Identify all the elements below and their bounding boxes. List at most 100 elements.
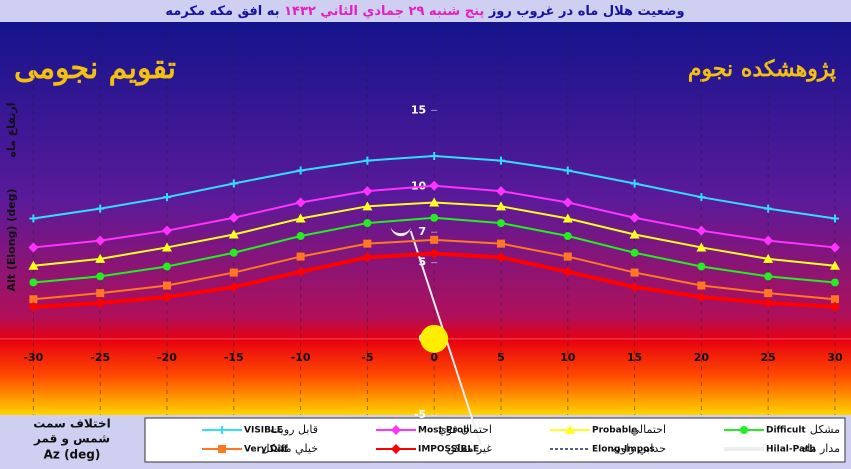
marker: [95, 253, 106, 263]
marker: [229, 248, 238, 257]
marker: [496, 156, 505, 165]
marker: [630, 179, 639, 188]
marker: [763, 235, 774, 246]
y-tick-label: 7: [419, 225, 427, 238]
marker: [830, 295, 839, 304]
marker: [29, 214, 38, 223]
marker: [296, 232, 305, 241]
marker: [697, 281, 706, 290]
marker: [563, 232, 572, 241]
marker: [362, 252, 373, 263]
marker: [430, 213, 439, 222]
marker: [495, 252, 506, 263]
marker: [630, 248, 639, 257]
marker: [363, 219, 372, 228]
marker: [295, 197, 306, 208]
marker: [161, 225, 172, 236]
marker: [218, 426, 226, 434]
legend-label-fa: مدار ماه: [801, 442, 840, 455]
marker: [363, 239, 372, 248]
x-tick-label: 10: [560, 351, 576, 364]
marker: [228, 212, 239, 223]
marker: [363, 156, 372, 165]
y-tick-label: 15: [411, 103, 426, 116]
marker: [830, 278, 839, 287]
marker: [563, 166, 572, 175]
marker: [162, 281, 171, 290]
title-part: وضعیت هلال ماه در غروب روز: [484, 4, 684, 19]
x-tick-label: -5: [361, 351, 373, 364]
marker: [829, 260, 840, 270]
marker: [296, 252, 305, 261]
marker: [429, 180, 440, 191]
marker: [697, 193, 706, 202]
chart-title: وضعیت هلال ماه در غروب روز پنج شنبه ۲۹ ج…: [165, 4, 684, 19]
legend-label-fa: مشکل: [810, 423, 840, 436]
marker: [740, 426, 748, 434]
legend-label: Elong-Impos: [592, 445, 655, 455]
marker: [228, 229, 239, 239]
legend-label: IMPOSSIBLE: [418, 445, 479, 455]
marker: [563, 252, 572, 261]
x-tick-label: 0: [430, 351, 438, 364]
legend-label: Difficult: [766, 426, 806, 436]
marker: [162, 262, 171, 271]
y-tick-label: -5: [414, 408, 426, 421]
legend-label-fa: خيلي مشکل: [261, 442, 318, 455]
marker: [296, 166, 305, 175]
marker: [28, 301, 39, 312]
y-axis-label-fa: ارتفاع ماه: [5, 102, 18, 157]
x-tick-label: -30: [23, 351, 43, 364]
x-tick-label: -15: [224, 351, 244, 364]
marker: [229, 179, 238, 188]
marker: [696, 242, 707, 252]
x-tick-label: 25: [761, 351, 776, 364]
marker: [562, 197, 573, 208]
marker: [362, 201, 373, 211]
x-tick-label: -20: [157, 351, 177, 364]
marker: [696, 291, 707, 302]
marker: [430, 152, 439, 161]
marker: [162, 193, 171, 202]
logo-right: پژوهشکده نجوم: [688, 56, 836, 83]
legend-label-fa: حدابي زاويه: [612, 442, 666, 455]
marker: [95, 235, 106, 246]
marker: [829, 242, 840, 253]
x-tick-label: 15: [627, 351, 642, 364]
marker: [430, 235, 439, 244]
marker: [562, 266, 573, 277]
marker: [96, 289, 105, 298]
x-tick-label: -25: [90, 351, 110, 364]
marker: [96, 272, 105, 281]
marker: [429, 197, 440, 207]
marker: [763, 298, 774, 309]
marker: [295, 213, 306, 223]
moon: [390, 226, 411, 237]
marker: [496, 219, 505, 228]
marker: [495, 201, 506, 211]
x-tick-label: 20: [694, 351, 710, 364]
sun: [420, 324, 449, 353]
title-part: پنج شنبه ۲۹ جمادي الثاني ۱۴۳۲: [280, 4, 485, 19]
marker: [29, 278, 38, 287]
x-tick-label: 30: [827, 351, 843, 364]
y-tick-label: 5: [419, 256, 427, 269]
marker: [161, 242, 172, 252]
marker: [496, 239, 505, 248]
marker: [295, 266, 306, 277]
y-axis-label: Alt (Elong) (deg): [5, 188, 18, 291]
marker: [161, 291, 172, 302]
marker: [829, 301, 840, 312]
legend-label: Hilal-Path: [766, 445, 816, 455]
marker: [362, 186, 373, 197]
marker: [629, 212, 640, 223]
marker: [562, 213, 573, 223]
legend-label-fa: احتمالي: [631, 423, 666, 436]
marker: [696, 225, 707, 236]
x-axis-label: Az (deg): [44, 448, 101, 462]
legend-label-fa: غير ممکن: [447, 442, 493, 455]
title-part: به افق مکه مکرمه: [165, 4, 279, 19]
marker: [29, 295, 38, 304]
legend-label-fa: احتمال قوي: [438, 423, 492, 436]
